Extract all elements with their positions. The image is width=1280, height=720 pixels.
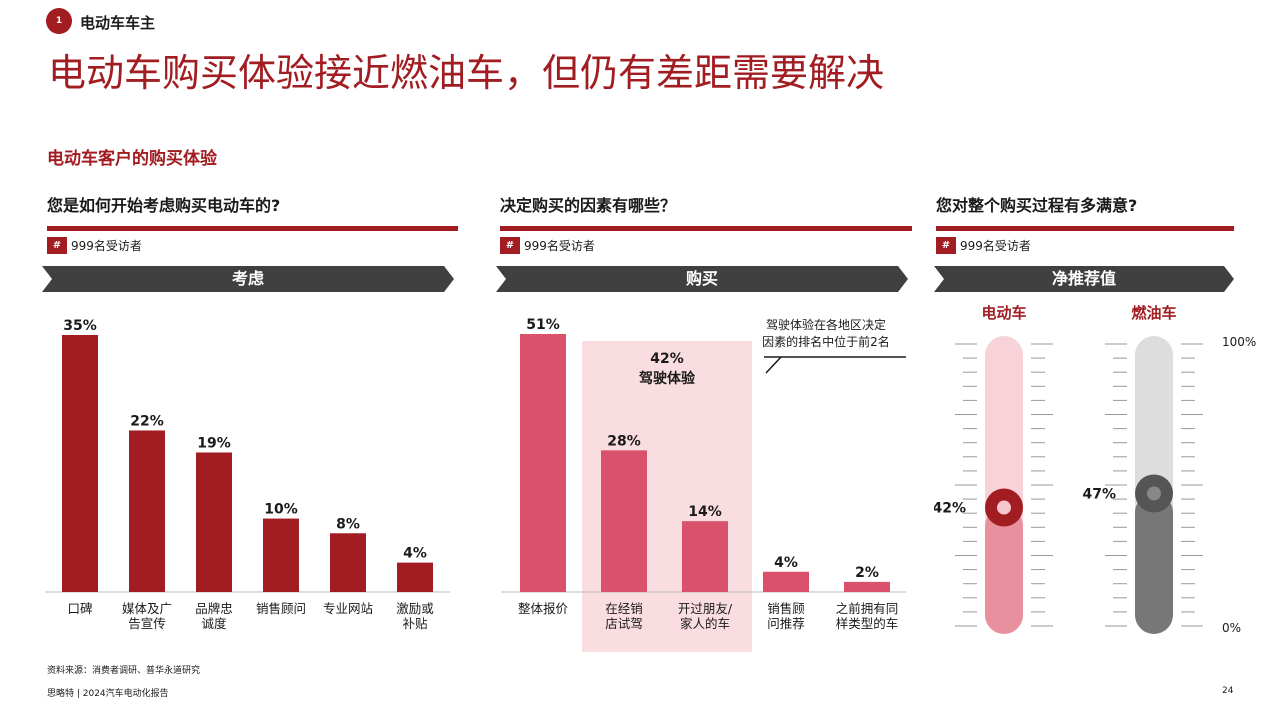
- page-subtitle: 电动车客户的购买体验: [47, 149, 217, 169]
- hash-icon: #: [47, 237, 67, 254]
- panel-consider-respondents: # 999名受访者: [47, 237, 142, 254]
- hash-icon: #: [936, 237, 956, 254]
- category-label: 店试驾: [605, 616, 643, 631]
- gauge-title: 燃油车: [1131, 304, 1176, 322]
- gauge-knob-center: [1147, 486, 1161, 501]
- report-name: 思略特 | 2024汽车电动化报告: [47, 689, 169, 699]
- bar: [330, 533, 366, 592]
- hash-icon: #: [500, 237, 520, 254]
- category-label: 品牌忠: [195, 601, 233, 616]
- category-label: 销售顾: [767, 601, 805, 616]
- category-label: 销售顾问: [256, 601, 306, 616]
- bar-value-label: 8%: [336, 516, 360, 532]
- panel-satisfaction-respondents: # 999名受访者: [936, 237, 1031, 254]
- bar: [263, 518, 299, 592]
- category-label: 问推荐: [767, 616, 805, 631]
- bar-value-label: 28%: [607, 433, 641, 449]
- section-label: 电动车车主: [80, 14, 156, 32]
- panel-purchase-question: 决定购买的因素有哪些？: [500, 196, 677, 215]
- highlight-value-label: 42%: [650, 351, 684, 367]
- respondents-text: 999名受访者: [960, 239, 1031, 253]
- gauge-knob-center: [997, 500, 1011, 515]
- panel-satisfaction-rule: [936, 226, 1234, 231]
- bar-value-label: 35%: [63, 318, 97, 334]
- bar-value-label: 4%: [774, 555, 798, 571]
- bar-value-label: 2%: [855, 565, 879, 581]
- callout-line-1: 驾驶体验在各地区决定: [766, 317, 886, 332]
- bar: [601, 450, 647, 592]
- gauge-fill: [985, 507, 1023, 634]
- category-label: 家人的车: [680, 616, 730, 631]
- panel-satisfaction-question: 您对整个购买过程有多满意?: [936, 196, 1138, 215]
- category-label: 口碑: [67, 601, 92, 616]
- category-label: 激励或: [396, 601, 434, 616]
- category-label: 专业网站: [323, 601, 373, 616]
- bar: [520, 334, 566, 592]
- bar-value-label: 14%: [688, 504, 722, 520]
- bar: [682, 521, 728, 592]
- category-label: 补贴: [402, 616, 427, 631]
- nps-gauge-chart: 100% 0% 电动车 42% 燃油车 47%: [934, 304, 1256, 635]
- bar-value-label: 4%: [403, 546, 427, 562]
- bar: [397, 562, 433, 592]
- bar-value-label: 51%: [526, 317, 560, 333]
- source-note: 资料来源：消费者调研、普华永道研究: [47, 666, 201, 676]
- bar-value-label: 10%: [264, 502, 298, 518]
- bar-value-label: 19%: [197, 435, 231, 451]
- respondents-text: 999名受访者: [524, 239, 595, 253]
- highlight-label: 驾驶体验: [638, 370, 696, 387]
- gauge-value-label: 47%: [1082, 486, 1116, 502]
- category-label: 之前拥有同: [836, 601, 899, 616]
- category-label: 整体报价: [518, 601, 569, 616]
- section-number-badge: 1: [46, 8, 72, 34]
- category-label: 媒体及广: [122, 601, 172, 616]
- panel-purchase-respondents: # 999名受访者: [500, 237, 595, 254]
- bar: [844, 581, 890, 592]
- category-label: 开过朋友/: [678, 601, 733, 616]
- gauge-value-label: 42%: [934, 501, 966, 517]
- gauge-fill: [1135, 493, 1173, 634]
- page-title: 电动车购买体验接近燃油车，但仍有差距需要解决: [48, 51, 885, 95]
- panel-consider-rule: [47, 226, 458, 231]
- callout-line-2: 因素的排名中位于前2名: [762, 334, 890, 349]
- scale-min-label: 0%: [1222, 621, 1241, 635]
- category-label: 诚度: [201, 616, 227, 631]
- bar: [62, 335, 98, 592]
- bar: [763, 571, 809, 592]
- bar: [129, 430, 165, 592]
- panel-purchase-rule: [500, 226, 912, 231]
- category-label: 样类型的车: [836, 616, 899, 631]
- category-label: 告宣传: [128, 616, 166, 631]
- gauge-title: 电动车: [981, 304, 1026, 322]
- page-number: 24: [1222, 686, 1234, 696]
- bar-value-label: 22%: [130, 413, 164, 429]
- stage-chevron-purchase: 购买: [496, 266, 908, 292]
- purchase-factors-bar-chart: 42% 驾驶体验 驾驶体验在各地区决定 因素的排名中位于前2名 51% 整体报价 2…: [501, 317, 906, 652]
- panel-consider-question: 您是如何开始考虑购买电动车的?: [47, 196, 281, 215]
- stage-chevron-consider: 考虑: [42, 266, 454, 292]
- scale-max-label: 100%: [1222, 335, 1256, 349]
- respondents-text: 999名受访者: [71, 239, 142, 253]
- bar: [196, 452, 232, 592]
- callout-pointer: [765, 356, 782, 374]
- category-label: 在经销: [605, 601, 643, 616]
- stage-chevron-nps: 净推荐值: [934, 266, 1234, 292]
